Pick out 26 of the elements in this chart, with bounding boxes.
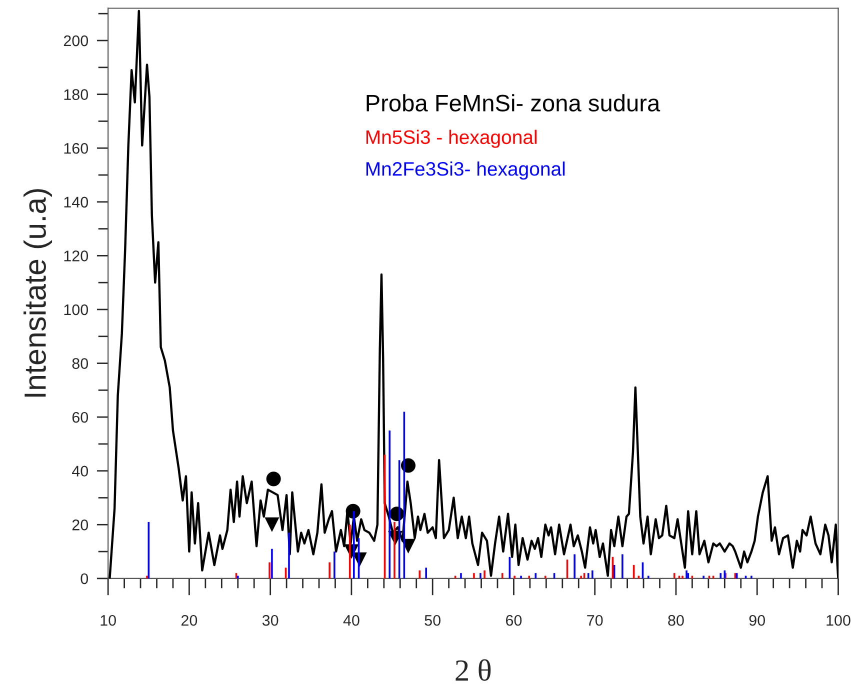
y-tick-label: 20 xyxy=(72,520,88,530)
text: Mn5Si3 - hexagonal xyxy=(366,130,536,148)
legend-title: Proba FeMnSi- zona sudura xyxy=(366,94,660,112)
y-tick-label: 40 xyxy=(72,466,88,477)
y-tick-label: 160 xyxy=(64,142,88,154)
y-tick-label: 200 xyxy=(64,35,88,46)
x-tick-label: 80 xyxy=(668,614,684,626)
x-tick-label: 100 xyxy=(826,614,850,626)
y-axis-title: Intensitate (u.a) xyxy=(24,189,52,397)
x-tick-label: 50 xyxy=(424,614,440,626)
x-tick-label: 40 xyxy=(343,614,360,626)
y-tick-label: 60 xyxy=(72,412,88,423)
x-tick-label: 30 xyxy=(262,614,278,626)
x-tick-label: 90 xyxy=(749,614,766,626)
y-tick-label: 140 xyxy=(64,196,88,208)
x-tick-label: 70 xyxy=(587,614,603,626)
x-tick-label: 10 xyxy=(100,614,116,626)
y-tick-label: 0 xyxy=(80,573,88,584)
y-tick-label: 80 xyxy=(72,358,88,369)
y-tick-label: 100 xyxy=(64,304,88,316)
text: Mn2Fe3Si3- hexagonal xyxy=(366,162,565,180)
x-tick-label: 20 xyxy=(181,614,198,626)
y-tick-label: 120 xyxy=(64,250,88,262)
x-tick-label: 60 xyxy=(506,614,522,626)
x-axis-title: 2 θ xyxy=(456,659,491,681)
y-tick-label: 180 xyxy=(64,89,88,100)
